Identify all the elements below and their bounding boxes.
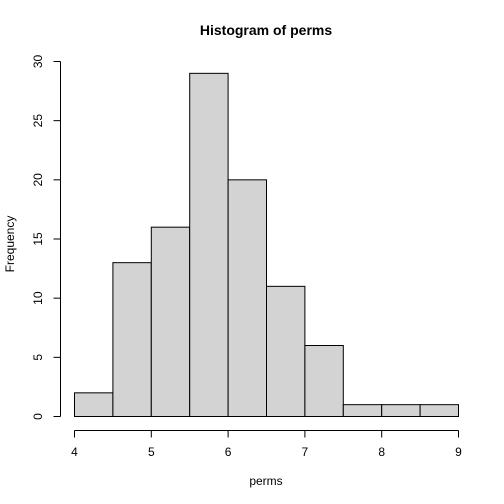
histogram-bar-8 [381, 404, 421, 417]
y-tick-label-2: 10 [31, 291, 45, 305]
y-tick-label-3: 15 [31, 232, 45, 246]
histogram-bar-1 [112, 262, 152, 417]
x-tick-label-4: 8 [378, 445, 385, 459]
x-tick-label-0: 4 [71, 445, 78, 459]
y-tick-label-5: 25 [31, 114, 45, 128]
y-tick-label-6: 30 [31, 55, 45, 69]
chart-title: Histogram of perms [200, 22, 332, 38]
histogram-bar-7 [342, 404, 383, 417]
y-tick-label-1: 5 [31, 354, 45, 361]
histogram-bar-0 [74, 392, 114, 418]
x-tick-label-5: 9 [455, 445, 462, 459]
y-tick-label-4: 20 [31, 173, 45, 187]
y-tick-label-0: 0 [31, 413, 45, 420]
histogram-bar-5 [266, 285, 306, 418]
histogram-bar-9 [419, 404, 460, 417]
histogram-bar-2 [150, 226, 191, 417]
y-axis: 0 5 10 15 20 25 30 [31, 55, 61, 420]
x-tick-label-2: 6 [225, 445, 232, 459]
x-axis-label: perms [249, 474, 282, 488]
histogram-bar-6 [304, 345, 344, 417]
bars-group [74, 72, 460, 418]
x-axis: 4 5 6 7 8 9 [71, 430, 462, 459]
histogram-bar-4 [227, 179, 268, 417]
histogram-bar-3 [189, 72, 229, 417]
x-tick-label-3: 7 [302, 445, 309, 459]
x-tick-label-1: 5 [148, 445, 155, 459]
y-axis-label: Frequency [3, 216, 17, 273]
